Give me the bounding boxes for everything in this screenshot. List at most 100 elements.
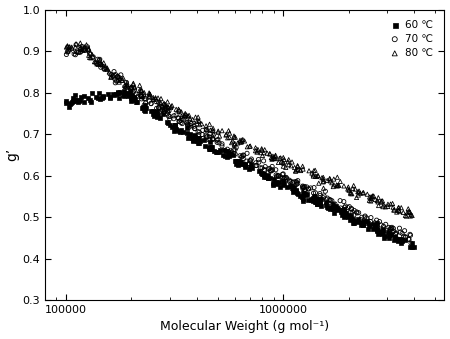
60 ℃: [303, 191, 310, 197]
80 ℃: [72, 41, 80, 46]
60 ℃: [326, 206, 333, 212]
80 ℃: [238, 137, 245, 143]
60 ℃: [150, 113, 158, 118]
80 ℃: [400, 210, 407, 215]
80 ℃: [156, 100, 163, 105]
70 ℃: [233, 145, 240, 150]
70 ℃: [341, 205, 348, 210]
70 ℃: [216, 140, 223, 145]
80 ℃: [195, 118, 203, 124]
70 ℃: [378, 222, 385, 228]
80 ℃: [270, 156, 277, 161]
60 ℃: [387, 232, 394, 237]
80 ℃: [334, 175, 341, 180]
80 ℃: [136, 88, 143, 93]
60 ℃: [107, 96, 114, 101]
80 ℃: [310, 172, 317, 178]
70 ℃: [390, 228, 397, 234]
80 ℃: [357, 191, 364, 196]
70 ℃: [64, 48, 72, 54]
70 ℃: [252, 163, 259, 168]
80 ℃: [300, 166, 307, 172]
60 ℃: [248, 161, 255, 167]
60 ℃: [74, 99, 81, 104]
60 ℃: [121, 93, 128, 99]
70 ℃: [164, 109, 171, 114]
60 ℃: [180, 129, 187, 135]
70 ℃: [305, 186, 312, 192]
80 ℃: [390, 207, 397, 213]
60 ℃: [340, 212, 347, 217]
60 ℃: [213, 149, 220, 155]
60 ℃: [272, 180, 279, 185]
80 ℃: [168, 103, 176, 108]
70 ℃: [93, 61, 100, 66]
70 ℃: [293, 180, 300, 185]
70 ℃: [187, 121, 194, 126]
80 ℃: [181, 113, 188, 119]
70 ℃: [266, 168, 274, 173]
70 ℃: [317, 196, 324, 202]
60 ℃: [390, 237, 397, 243]
60 ℃: [340, 211, 347, 216]
80 ℃: [345, 187, 352, 193]
80 ℃: [374, 198, 381, 203]
80 ℃: [204, 127, 211, 133]
80 ℃: [95, 62, 102, 67]
70 ℃: [159, 107, 166, 112]
60 ℃: [166, 123, 174, 128]
70 ℃: [280, 176, 288, 181]
60 ℃: [292, 187, 299, 193]
70 ℃: [177, 118, 184, 123]
70 ℃: [277, 174, 284, 180]
70 ℃: [387, 225, 394, 231]
80 ℃: [167, 104, 175, 109]
60 ℃: [234, 161, 242, 166]
70 ℃: [341, 208, 348, 213]
60 ℃: [149, 108, 156, 114]
60 ℃: [274, 180, 282, 185]
60 ℃: [195, 135, 203, 141]
70 ℃: [206, 134, 213, 139]
60 ℃: [312, 194, 319, 200]
80 ℃: [228, 140, 235, 145]
60 ℃: [314, 197, 321, 202]
70 ℃: [126, 85, 134, 91]
60 ℃: [130, 94, 137, 99]
70 ℃: [148, 101, 155, 106]
70 ℃: [230, 147, 237, 152]
60 ℃: [225, 152, 233, 157]
70 ℃: [109, 73, 117, 79]
80 ℃: [266, 151, 274, 157]
60 ℃: [220, 147, 228, 153]
60 ℃: [140, 107, 148, 113]
60 ℃: [408, 244, 415, 250]
60 ℃: [258, 171, 265, 176]
70 ℃: [114, 74, 122, 79]
80 ℃: [375, 203, 382, 208]
60 ℃: [128, 94, 135, 99]
70 ℃: [396, 230, 404, 235]
80 ℃: [269, 156, 276, 161]
80 ℃: [87, 55, 94, 61]
80 ℃: [77, 45, 84, 51]
80 ℃: [409, 213, 416, 218]
80 ℃: [157, 100, 164, 105]
70 ℃: [401, 228, 408, 234]
60 ℃: [154, 109, 161, 114]
60 ℃: [189, 137, 197, 142]
60 ℃: [141, 106, 149, 111]
70 ℃: [194, 129, 202, 134]
60 ℃: [184, 130, 191, 136]
80 ℃: [320, 179, 327, 184]
80 ℃: [64, 48, 72, 54]
80 ℃: [65, 44, 72, 50]
60 ℃: [189, 135, 196, 141]
80 ℃: [231, 141, 239, 146]
60 ℃: [313, 201, 320, 206]
70 ℃: [203, 127, 210, 133]
80 ℃: [237, 139, 244, 145]
80 ℃: [346, 187, 353, 193]
70 ℃: [132, 91, 140, 97]
70 ℃: [198, 132, 206, 137]
